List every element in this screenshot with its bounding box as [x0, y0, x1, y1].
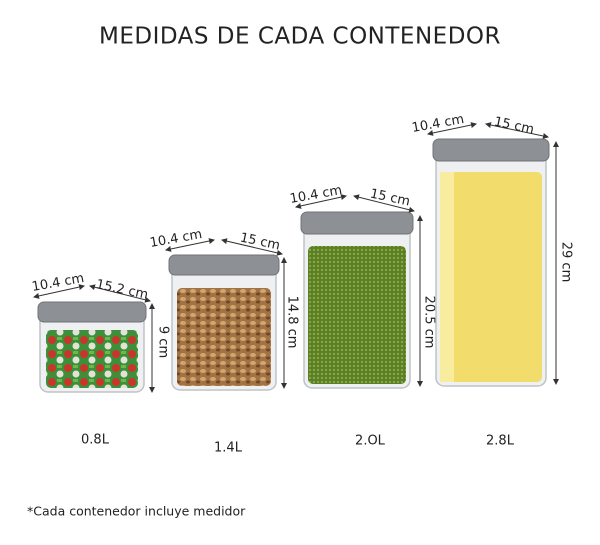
container: 10.4 cm 15.2 cm 9 cm 0.8L [31, 271, 171, 447]
container-contents [177, 288, 271, 386]
capacity-label: 2.OL [355, 434, 386, 449]
container: 10.4 cm 15 cm 29 cm 2.8L [411, 112, 574, 448]
height-label: 29 cm [559, 242, 574, 283]
dimension-arrow [295, 194, 347, 209]
depth-label: 15 cm [239, 230, 282, 253]
dimension-arrow [485, 122, 549, 139]
dimension-arrow [427, 122, 477, 136]
dimension-arrow [165, 238, 215, 252]
container-contents [46, 330, 138, 388]
container-lid [37, 301, 147, 323]
width-label: 10.4 cm [289, 183, 344, 207]
dimension-arrow [221, 238, 283, 256]
container-lid [300, 211, 414, 235]
container: 10.4 cm 15 cm 14.8 cm 1.4L [149, 227, 300, 455]
dimension-arrow [33, 284, 85, 299]
height-label: 14.8 cm [285, 296, 300, 349]
container-contents [308, 246, 406, 384]
height-label: 9 cm [156, 326, 171, 358]
container-highlight [440, 172, 454, 382]
dimension-arrow [89, 284, 151, 303]
depth-label: 15.2 cm [95, 277, 150, 303]
capacity-label: 2.8L [486, 434, 515, 449]
width-label: 10.4 cm [149, 227, 204, 251]
title: MEDIDAS DE CADA CONTENEDOR [99, 24, 501, 50]
container: 10.4 cm 15 cm 20.5 cm 2.OL [289, 183, 437, 448]
depth-label: 15 cm [493, 114, 536, 137]
footnote: *Cada contenedor incluye medidor [27, 504, 246, 519]
capacity-label: 0.8L [81, 433, 110, 448]
container-lid [432, 138, 550, 162]
container-contents [440, 172, 542, 382]
container-lid [168, 254, 280, 276]
capacity-label: 1.4L [214, 441, 243, 456]
height-label: 20.5 cm [422, 296, 437, 349]
depth-label: 15 cm [369, 186, 412, 209]
dimension-arrow [353, 194, 415, 213]
